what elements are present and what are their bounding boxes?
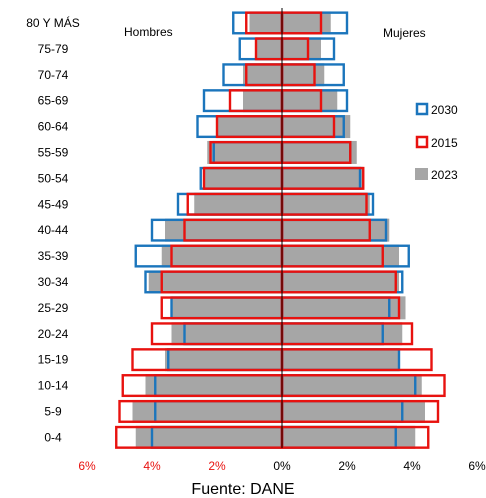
bar-2023-mujeres-70-74 bbox=[282, 63, 325, 87]
bar-2023-mujeres-50-54 bbox=[282, 166, 364, 190]
bar-2023-hombres-20-24 bbox=[171, 322, 282, 346]
bar-2023-hombres-80-y-m-s bbox=[249, 11, 282, 35]
age-label-80-y-m-s: 80 Y MÁS bbox=[26, 15, 80, 30]
age-label-75-79: 75-79 bbox=[38, 42, 69, 56]
bar-2023-mujeres-10-14 bbox=[282, 374, 422, 398]
bar-2023-mujeres-40-44 bbox=[282, 218, 390, 242]
age-label-25-29: 25-29 bbox=[38, 301, 69, 315]
bar-2023-hombres-60-64 bbox=[217, 115, 282, 139]
bar-2023-mujeres-0-4 bbox=[282, 425, 416, 449]
bar-2023-mujeres-30-34 bbox=[282, 270, 399, 294]
bar-2023-hombres-30-34 bbox=[148, 270, 282, 294]
age-label-65-69: 65-69 bbox=[38, 94, 69, 108]
x-tick-left-4: 4% bbox=[143, 459, 161, 473]
bar-2023-mujeres-5-9 bbox=[282, 399, 425, 423]
age-label-10-14: 10-14 bbox=[38, 379, 69, 393]
age-group-labels: 80 Y MÁS 75-79 70-74 65-69 60-64 55-59 50-54 45… bbox=[26, 15, 80, 444]
hombres-label: Hombres bbox=[124, 25, 173, 39]
legend-label-2023: 2023 bbox=[431, 168, 458, 182]
age-label-50-54: 50-54 bbox=[38, 171, 69, 185]
age-label-30-34: 30-34 bbox=[38, 275, 69, 289]
x-tick-left-2: 2% bbox=[208, 459, 226, 473]
bar-2023-hombres-75-79 bbox=[256, 37, 282, 61]
legend-swatch-2015 bbox=[415, 135, 429, 149]
bar-2023-hombres-5-9 bbox=[132, 399, 282, 423]
x-tick-right-4: 4% bbox=[403, 459, 421, 473]
x-tick-left-6: 6% bbox=[78, 459, 96, 473]
bar-2023-hombres-65-69 bbox=[243, 89, 282, 113]
legend-swatch-2030 bbox=[415, 102, 429, 116]
bar-2023-mujeres-80-y-m-s bbox=[282, 11, 331, 35]
legend-label-2030: 2030 bbox=[431, 103, 458, 117]
bar-2023-hombres-10-14 bbox=[145, 374, 282, 398]
x-tick-right-2: 2% bbox=[338, 459, 356, 473]
bar-2023-mujeres-25-29 bbox=[282, 296, 406, 320]
x-tick-right-6: 6% bbox=[468, 459, 486, 473]
legend-label-2015: 2015 bbox=[431, 136, 458, 150]
bar-2023-mujeres-60-64 bbox=[282, 115, 351, 139]
legend: 2030 2015 2023 bbox=[415, 102, 458, 182]
age-label-70-74: 70-74 bbox=[38, 68, 69, 82]
age-label-20-24: 20-24 bbox=[38, 327, 69, 341]
bar-2023-mujeres-55-59 bbox=[282, 140, 357, 164]
age-label-5-9: 5-9 bbox=[44, 404, 62, 418]
bar-2023-hombres-70-74 bbox=[243, 63, 282, 87]
bar-2023-mujeres-35-39 bbox=[282, 244, 399, 268]
x-axis-tick-labels: 6% 4% 2% 0% 2% 4% 6% bbox=[78, 459, 486, 473]
bar-2023-mujeres-45-49 bbox=[282, 192, 370, 216]
age-label-45-49: 45-49 bbox=[38, 197, 69, 211]
bar-2023-mujeres-65-69 bbox=[282, 89, 338, 113]
age-label-15-19: 15-19 bbox=[38, 353, 69, 367]
legend-swatch-2023 bbox=[415, 168, 428, 180]
bar-2023-mujeres-75-79 bbox=[282, 37, 321, 61]
source-note: Fuente: DANE bbox=[191, 481, 294, 498]
age-label-0-4: 0-4 bbox=[44, 430, 62, 444]
bar-2023-hombres-15-19 bbox=[165, 348, 282, 372]
bar-2023-hombres-45-49 bbox=[194, 192, 282, 216]
bar-2023-hombres-35-39 bbox=[161, 244, 282, 268]
mujeres-label: Mujeres bbox=[383, 26, 426, 40]
bar-2023-hombres-55-59 bbox=[207, 140, 282, 164]
series-2023-bars bbox=[132, 11, 425, 449]
bar-2023-mujeres-15-19 bbox=[282, 348, 399, 372]
bar-2023-hombres-25-29 bbox=[171, 296, 282, 320]
age-label-35-39: 35-39 bbox=[38, 249, 69, 263]
bar-2023-hombres-0-4 bbox=[135, 425, 282, 449]
bar-2023-hombres-50-54 bbox=[204, 166, 282, 190]
bar-2023-mujeres-20-24 bbox=[282, 322, 403, 346]
age-label-55-59: 55-59 bbox=[38, 145, 69, 159]
age-label-60-64: 60-64 bbox=[38, 120, 69, 134]
age-label-40-44: 40-44 bbox=[38, 223, 69, 237]
x-tick-center-0: 0% bbox=[273, 459, 291, 473]
bar-2023-hombres-40-44 bbox=[165, 218, 282, 242]
